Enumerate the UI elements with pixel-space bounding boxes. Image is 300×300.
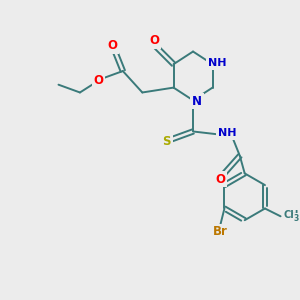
Text: N: N [192,95,202,108]
Text: O: O [149,34,159,47]
Text: S: S [163,135,171,148]
Text: O: O [94,74,103,87]
Text: 3: 3 [293,214,298,223]
Text: NH: NH [218,128,236,138]
Text: CH: CH [284,210,299,220]
Text: Br: Br [213,225,228,239]
Text: O: O [107,39,117,52]
Text: O: O [215,173,225,186]
Text: NH: NH [208,58,227,68]
